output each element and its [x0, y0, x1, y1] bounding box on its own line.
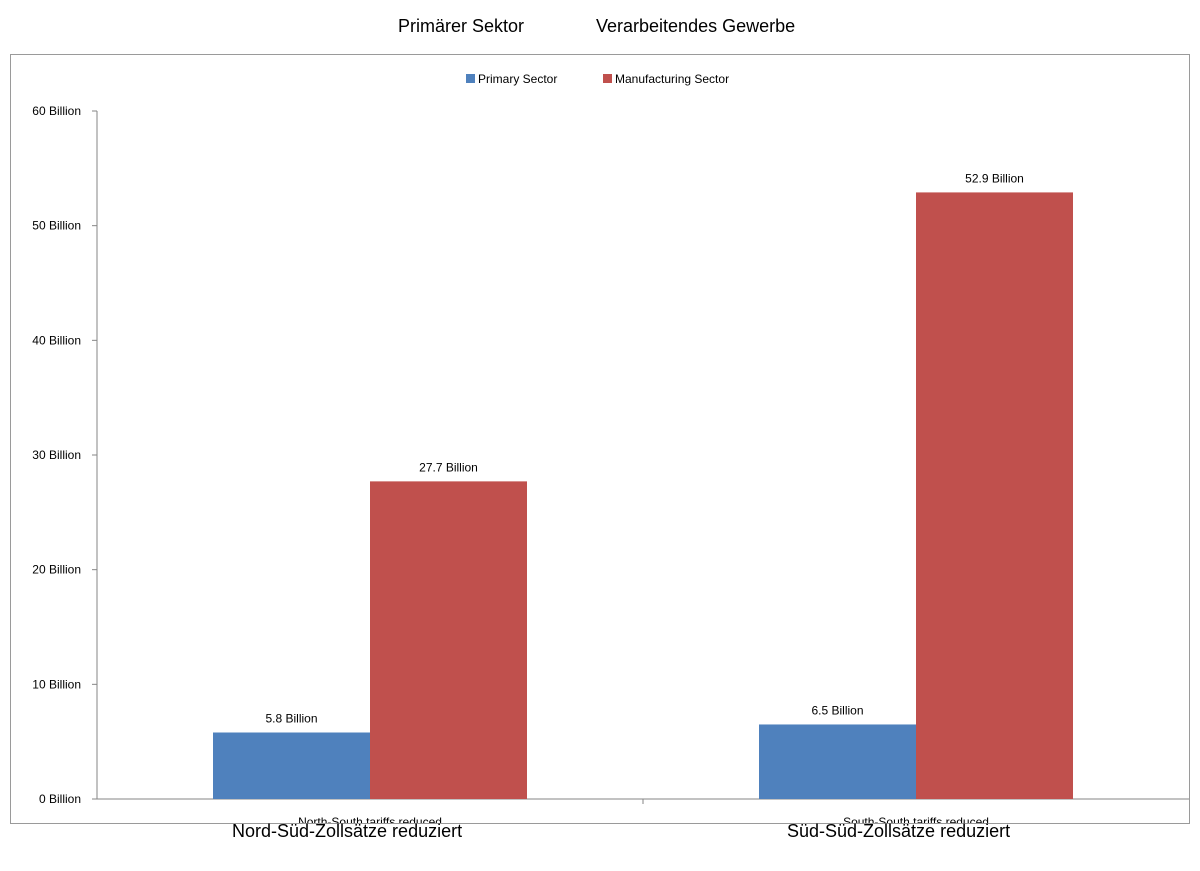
bar: [370, 481, 527, 799]
legend-label: Manufacturing Sector: [615, 72, 729, 86]
bottom-label-south-south: Süd-Süd-Zollsätze reduziert: [787, 821, 1011, 841]
y-tick-label: 20 Billion: [32, 563, 81, 577]
legend-swatch: [466, 74, 475, 83]
y-tick-label: 10 Billion: [32, 677, 81, 691]
x-tick-label: North-South tariffs reduced: [298, 815, 442, 823]
y-tick-label: 50 Billion: [32, 219, 81, 233]
data-label: 27.7 Billion: [419, 460, 478, 474]
legend-swatch: [603, 74, 612, 83]
bar: [213, 732, 370, 799]
data-label: 6.5 Billion: [811, 703, 863, 717]
y-tick-label: 40 Billion: [32, 333, 81, 347]
bar: [759, 724, 916, 799]
bottom-label-north-south: Nord-Süd-Zollsätze reduziert: [232, 821, 463, 841]
bar-chart: 0 Billion 10 Billion 20 Billion 30 Billion 4…: [32, 72, 1189, 823]
y-tick-label: 60 Billion: [32, 104, 81, 118]
data-label: 5.8 Billion: [265, 711, 317, 725]
top-label-manufacturing: Verarbeitendes Gewerbe: [596, 16, 796, 36]
y-tick-label: 30 Billion: [32, 448, 81, 462]
chart-frame: 0 Billion 10 Billion 20 Billion 30 Billion 4…: [10, 54, 1190, 824]
data-label: 52.9 Billion: [965, 171, 1024, 185]
y-tick-label: 0 Billion: [39, 792, 81, 806]
legend-label: Primary Sector: [478, 72, 557, 86]
top-label-primary: Primärer Sektor: [398, 16, 525, 36]
x-tick-label: South-South tariffs reduced: [843, 815, 989, 823]
bar: [916, 192, 1073, 799]
